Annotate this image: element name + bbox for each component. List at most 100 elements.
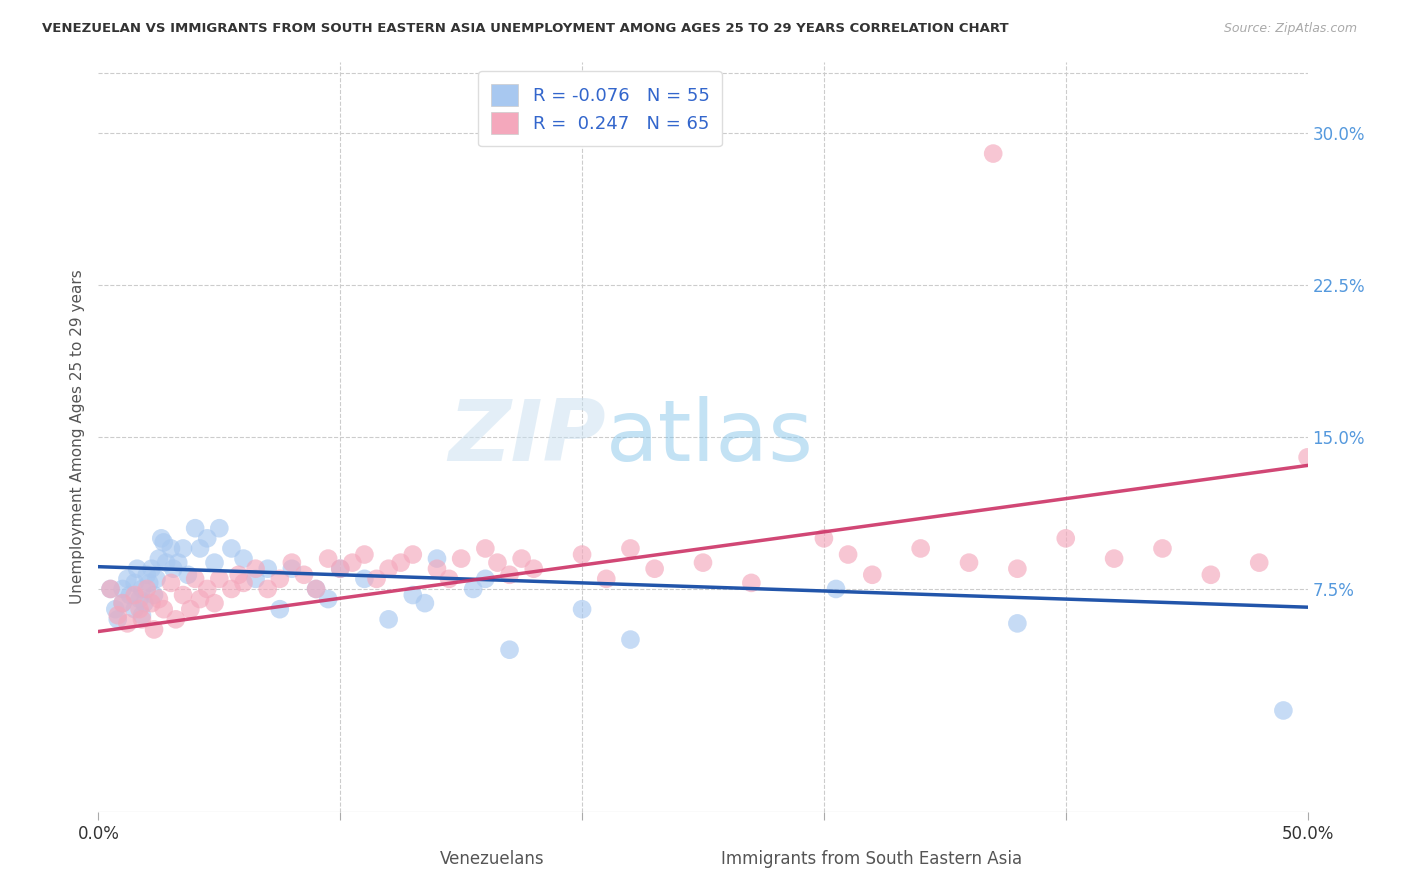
- Point: [437, 572, 460, 586]
- Point: [100, 582, 122, 596]
- Point: [292, 567, 315, 582]
- Point: [117, 572, 139, 586]
- Point: [305, 582, 328, 596]
- Point: [127, 562, 149, 576]
- Point: [281, 562, 304, 576]
- Point: [150, 532, 173, 546]
- Point: [160, 541, 183, 556]
- Point: [143, 623, 166, 637]
- Point: [256, 582, 278, 596]
- Point: [128, 602, 150, 616]
- Point: [117, 616, 139, 631]
- Point: [208, 572, 231, 586]
- Point: [474, 541, 496, 556]
- Point: [195, 582, 218, 596]
- Point: [188, 592, 211, 607]
- Legend: R = -0.076   N = 55, R =  0.247   N = 65: R = -0.076 N = 55, R = 0.247 N = 65: [478, 71, 723, 146]
- Point: [162, 562, 184, 576]
- Point: [184, 521, 207, 535]
- Point: [104, 602, 127, 616]
- Point: [245, 562, 267, 576]
- Point: [221, 541, 243, 556]
- Point: [486, 556, 509, 570]
- Point: [118, 588, 141, 602]
- Point: [523, 562, 546, 576]
- Point: [165, 612, 187, 626]
- Point: [316, 592, 339, 607]
- Point: [813, 532, 835, 546]
- Point: [957, 556, 980, 570]
- Point: [107, 612, 129, 626]
- Point: [353, 548, 375, 562]
- Point: [450, 551, 472, 566]
- Point: [148, 592, 170, 607]
- Point: [141, 562, 163, 576]
- Point: [107, 608, 129, 623]
- Point: [145, 572, 167, 586]
- Point: [111, 596, 134, 610]
- Point: [426, 551, 449, 566]
- Point: [155, 556, 177, 570]
- Text: Immigrants from South Eastern Asia: Immigrants from South Eastern Asia: [721, 850, 1022, 868]
- Point: [160, 575, 183, 590]
- Point: [131, 608, 153, 623]
- Point: [305, 582, 328, 596]
- Point: [353, 572, 375, 586]
- Point: [152, 535, 174, 549]
- Point: [366, 572, 388, 586]
- Point: [825, 582, 848, 596]
- Point: [124, 575, 146, 590]
- Point: [377, 612, 399, 626]
- Text: ZIP: ZIP: [449, 395, 606, 479]
- Point: [141, 596, 163, 610]
- Point: [595, 572, 617, 586]
- Point: [208, 521, 231, 535]
- Point: [619, 541, 641, 556]
- Point: [1272, 703, 1295, 717]
- Point: [135, 567, 157, 582]
- Point: [571, 602, 593, 616]
- Point: [981, 146, 1004, 161]
- Point: [463, 582, 485, 596]
- Text: VENEZUELAN VS IMMIGRANTS FROM SOUTH EASTERN ASIA UNEMPLOYMENT AMONG AGES 25 TO 2: VENEZUELAN VS IMMIGRANTS FROM SOUTH EAST…: [42, 22, 1010, 36]
- Point: [204, 596, 226, 610]
- Point: [474, 572, 496, 586]
- Point: [1249, 556, 1271, 570]
- Text: atlas: atlas: [606, 395, 814, 479]
- Point: [138, 575, 160, 590]
- Point: [148, 551, 170, 566]
- Point: [281, 556, 304, 570]
- Point: [498, 567, 520, 582]
- Point: [426, 562, 449, 576]
- Point: [510, 551, 533, 566]
- Point: [143, 588, 166, 602]
- Point: [111, 596, 134, 610]
- Point: [131, 582, 153, 596]
- Point: [100, 582, 122, 596]
- Point: [402, 548, 425, 562]
- Point: [188, 541, 211, 556]
- Point: [135, 582, 157, 596]
- Point: [134, 596, 156, 610]
- Point: [269, 572, 291, 586]
- Point: [184, 572, 207, 586]
- Point: [619, 632, 641, 647]
- Point: [1102, 551, 1125, 566]
- Point: [172, 541, 194, 556]
- Point: [245, 572, 267, 586]
- Point: [377, 562, 399, 576]
- Point: [152, 602, 174, 616]
- Point: [498, 642, 520, 657]
- Point: [179, 602, 201, 616]
- Point: [256, 562, 278, 576]
- Point: [1054, 532, 1077, 546]
- Point: [177, 567, 200, 582]
- Text: Venezuelans: Venezuelans: [440, 850, 544, 868]
- Point: [111, 582, 134, 596]
- Point: [124, 588, 146, 602]
- Point: [228, 567, 250, 582]
- Point: [172, 588, 194, 602]
- Point: [1152, 541, 1174, 556]
- Point: [124, 602, 146, 616]
- Point: [221, 582, 243, 596]
